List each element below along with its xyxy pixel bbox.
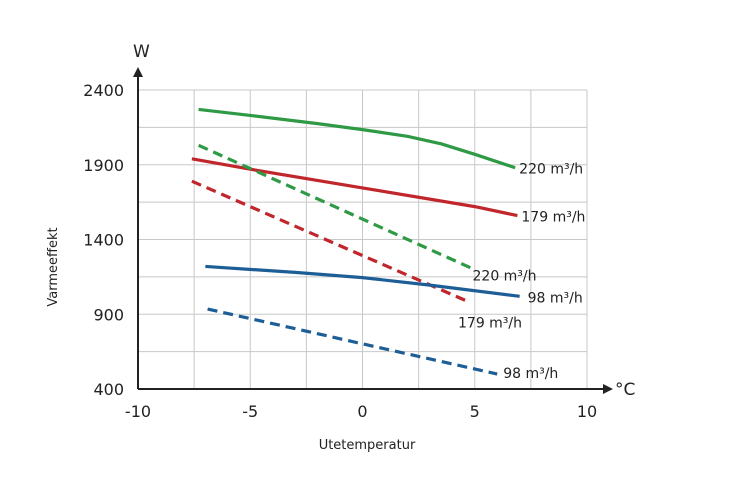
- series-lines: [191, 107, 520, 376]
- series-line-dashed-5: [207, 307, 498, 376]
- tick-labels: -10 -5 0 5 10 400 900 1400 1900 2400: [83, 81, 597, 421]
- axes: [133, 67, 613, 394]
- series-label: 220 m³/h: [519, 162, 583, 178]
- series-line-dashed-3: [191, 179, 469, 304]
- x-tick-label: 5: [470, 402, 480, 421]
- x-unit-label: °C: [615, 380, 635, 400]
- series-label: 179 m³/h: [521, 210, 585, 226]
- y-tick-label: 1400: [83, 231, 124, 250]
- x-tick-label: -5: [242, 402, 258, 421]
- series-line-solid-0: [198, 107, 516, 170]
- series-line-solid-4: [205, 264, 520, 298]
- y-axis-title: Varmeeffekt: [46, 227, 61, 306]
- grid: [138, 89, 588, 389]
- series-label: 179 m³/h: [458, 316, 522, 332]
- y-tick-label: 1900: [83, 156, 124, 175]
- x-tick-label: -10: [125, 402, 151, 421]
- x-tick-label: 10: [577, 402, 597, 421]
- y-tick-label: 400: [93, 380, 124, 399]
- y-tick-label: 2400: [83, 81, 124, 100]
- series-label: 98 m³/h: [528, 290, 583, 306]
- series-label: 220 m³/h: [473, 269, 537, 285]
- series-line-dashed-2: [197, 143, 474, 271]
- y-tick-label: 900: [93, 305, 124, 324]
- x-tick-label: 0: [357, 402, 367, 421]
- y-unit-label: W: [133, 42, 150, 62]
- series-labels: 220 m³/h 179 m³/h 220 m³/h 179 m³/h 98 m³/h 9…: [458, 162, 585, 382]
- x-axis-arrow: [603, 384, 613, 394]
- series-label: 98 m³/h: [503, 366, 558, 382]
- x-axis-title: Utetemperatur: [319, 438, 416, 453]
- y-axis-arrow: [133, 67, 143, 77]
- series-line-solid-1: [191, 157, 518, 218]
